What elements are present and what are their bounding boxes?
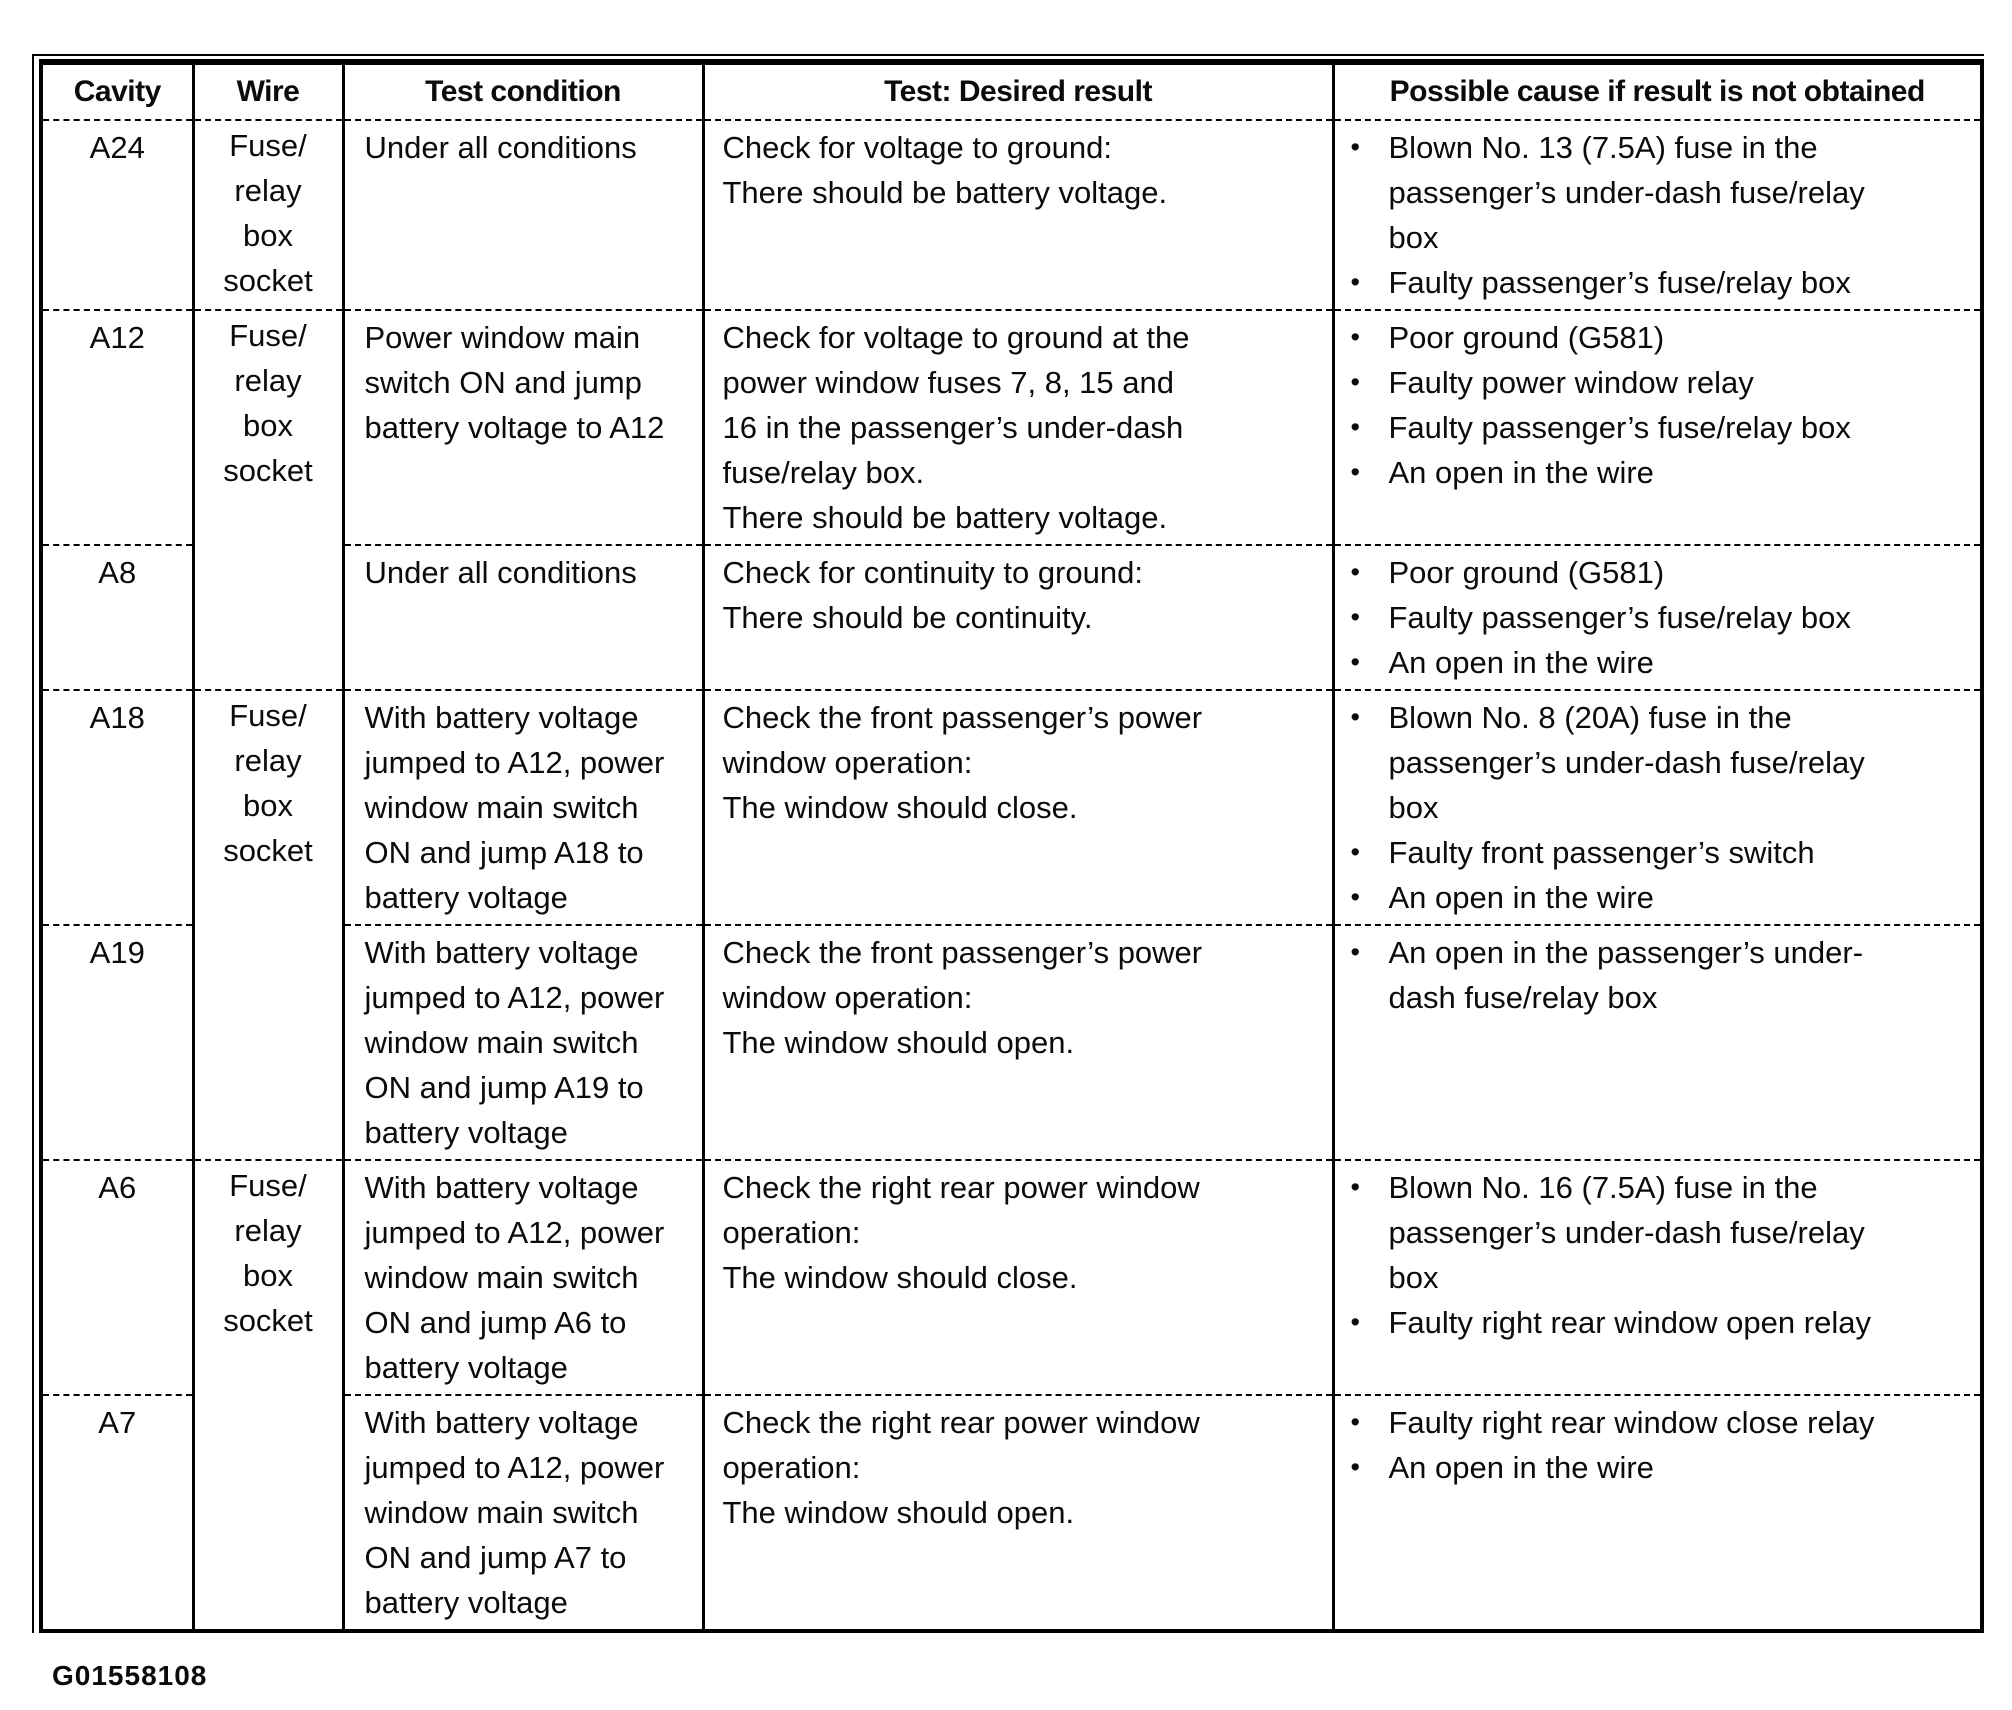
result-expected-text: There should be battery voltage. <box>722 500 1168 535</box>
table-row-a8: A8 Under all conditions Check for contin… <box>39 544 1982 690</box>
desired-result-cell: Check for continuity to ground: There sh… <box>701 544 1333 690</box>
cause-text: Blown No. 13 (7.5A) fuse in the passenge… <box>1388 130 1865 255</box>
cause-item: Poor ground (G581) <box>1351 550 1882 595</box>
test-condition-cell: Power window main switch ON and jump bat… <box>341 309 703 545</box>
col-header-wire: Wire <box>191 62 343 121</box>
table-row-a12: A12 Fuse/ relay box socket Power window … <box>39 309 1982 690</box>
result-expected-text: The window should open. <box>722 1495 1075 1530</box>
cause-item: Faulty passenger’s fuse/relay box <box>1351 260 1882 305</box>
cause-item: An open in the wire <box>1351 875 1882 920</box>
test-condition-cell: With battery voltage jumped to A12, powe… <box>341 689 703 925</box>
cause-text: Poor ground (G581) <box>1388 320 1665 355</box>
cause-text: Faulty passenger’s fuse/relay box <box>1388 265 1851 300</box>
table-row-a6: A6 Fuse/ relay box socket With battery v… <box>39 1159 1982 1631</box>
cause-item: Faulty passenger’s fuse/relay box <box>1351 405 1882 450</box>
desired-result-cell: Check the front passenger’s power window… <box>701 689 1333 925</box>
wire-cell: Fuse/ relay box socket <box>191 1159 343 1631</box>
possible-cause-cell: Poor ground (G581) Faulty power window r… <box>1331 309 1982 545</box>
cause-text: An open in the wire <box>1388 645 1654 680</box>
cause-text: Faulty passenger’s fuse/relay box <box>1388 410 1851 445</box>
desired-result-cell: Check for voltage to ground at the power… <box>701 309 1333 545</box>
cause-text: An open in the wire <box>1388 455 1654 490</box>
result-expected-text: The window should close. <box>722 790 1078 825</box>
wire-cell: Fuse/ relay box socket <box>191 689 343 1160</box>
result-expected-text: The window should close. <box>722 1260 1078 1295</box>
col-header-cavity: Cavity <box>39 62 193 121</box>
cause-text: Faulty right rear window open relay <box>1388 1305 1871 1340</box>
col-header-test-condition: Test condition <box>341 62 703 121</box>
cause-item: Faulty right rear window close relay <box>1351 1400 1882 1445</box>
test-condition-cell: Under all conditions <box>341 544 703 690</box>
possible-cause-cell: Blown No. 13 (7.5A) fuse in the passenge… <box>1331 119 1982 310</box>
cavity-cell: A12 <box>39 309 193 545</box>
test-condition-cell: With battery voltage jumped to A12, powe… <box>341 1159 703 1395</box>
result-check-text: Check for voltage to ground at the power… <box>722 320 1190 490</box>
header-row: Cavity Wire Test condition Test: Desired… <box>39 62 1982 121</box>
test-condition-cell: With battery voltage jumped to A12, powe… <box>341 924 703 1160</box>
cause-item: An open in the wire <box>1351 1445 1882 1490</box>
cause-item: An open in the wire <box>1351 640 1882 685</box>
result-check-text: Check the front passenger’s power window… <box>722 935 1203 1015</box>
table-row-a7: A7 With battery voltage jumped to A12, p… <box>39 1394 1982 1631</box>
result-expected-text: There should be continuity. <box>722 600 1093 635</box>
cause-item: An open in the passenger’s under-dash fu… <box>1351 930 1882 1020</box>
result-check-text: Check for voltage to ground: <box>722 130 1112 165</box>
desired-result-cell: Check for voltage to ground: There shoul… <box>701 119 1333 310</box>
desired-result-cell: Check the right rear power window operat… <box>701 1394 1333 1631</box>
result-check-text: Check for continuity to ground: <box>722 555 1143 590</box>
cause-text: An open in the wire <box>1388 880 1654 915</box>
possible-cause-cell: Poor ground (G581) Faulty passenger’s fu… <box>1331 544 1982 690</box>
cause-text: An open in the passenger’s under-dash fu… <box>1388 935 1864 1015</box>
cause-item: Faulty front passenger’s switch <box>1351 830 1882 875</box>
possible-cause-cell: An open in the passenger’s under-dash fu… <box>1331 924 1982 1160</box>
result-check-text: Check the front passenger’s power window… <box>722 700 1203 780</box>
cause-item: Blown No. 16 (7.5A) fuse in the passenge… <box>1351 1165 1882 1300</box>
cavity-cell: A8 <box>39 544 193 690</box>
result-expected-text: The window should open. <box>722 1025 1075 1060</box>
cause-text: Faulty passenger’s fuse/relay box <box>1388 600 1851 635</box>
possible-cause-cell: Blown No. 16 (7.5A) fuse in the passenge… <box>1331 1159 1982 1395</box>
cause-item: An open in the wire <box>1351 450 1882 495</box>
cause-text: An open in the wire <box>1388 1450 1654 1485</box>
cavity-cell: A18 <box>39 689 193 925</box>
result-expected-text: There should be battery voltage. <box>722 175 1168 210</box>
col-header-desired-result: Test: Desired result <box>701 62 1333 121</box>
test-condition-cell: Under all conditions <box>341 119 703 310</box>
cavity-cell: A24 <box>39 119 193 310</box>
desired-result-cell: Check the front passenger’s power window… <box>701 924 1333 1160</box>
cavity-cell: A6 <box>39 1159 193 1395</box>
cause-text: Faulty front passenger’s switch <box>1388 835 1815 870</box>
wire-cell: Fuse/ relay box socket <box>191 309 343 690</box>
cause-item: Faulty passenger’s fuse/relay box <box>1351 595 1882 640</box>
table-row-a18: A18 Fuse/ relay box socket With battery … <box>39 689 1982 1160</box>
test-condition-cell: With battery voltage jumped to A12, powe… <box>341 1394 703 1631</box>
cause-text: Faulty power window relay <box>1388 365 1754 400</box>
cause-item: Faulty right rear window open relay <box>1351 1300 1882 1345</box>
table-row-a24: A24 Fuse/ relay box socket Under all con… <box>39 119 1982 310</box>
cause-item: Poor ground (G581) <box>1351 315 1882 360</box>
possible-cause-cell: Blown No. 8 (20A) fuse in the passenger’… <box>1331 689 1982 925</box>
cause-item: Blown No. 13 (7.5A) fuse in the passenge… <box>1351 125 1882 260</box>
cause-text: Poor ground (G581) <box>1388 555 1665 590</box>
cause-text: Faulty right rear window close relay <box>1388 1405 1875 1440</box>
troubleshooting-table: Cavity Wire Test condition Test: Desired… <box>39 59 1984 1633</box>
table-outer-frame: Cavity Wire Test condition Test: Desired… <box>32 54 1984 1633</box>
figure-id: G01558108 <box>52 1660 208 1691</box>
table-row-a19: A19 With battery voltage jumped to A12, … <box>39 924 1982 1160</box>
possible-cause-cell: Faulty right rear window close relay An … <box>1331 1394 1982 1631</box>
col-header-possible-cause: Possible cause if result is not obtained <box>1331 62 1982 121</box>
cause-item: Faulty power window relay <box>1351 360 1882 405</box>
result-check-text: Check the right rear power window operat… <box>722 1170 1200 1250</box>
cause-text: Blown No. 16 (7.5A) fuse in the passenge… <box>1388 1170 1865 1295</box>
cavity-cell: A19 <box>39 924 193 1160</box>
desired-result-cell: Check the right rear power window operat… <box>701 1159 1333 1395</box>
result-check-text: Check the right rear power window operat… <box>722 1405 1200 1485</box>
wire-cell: Fuse/ relay box socket <box>191 119 343 310</box>
cavity-cell: A7 <box>39 1394 193 1631</box>
cause-item: Blown No. 8 (20A) fuse in the passenger’… <box>1351 695 1882 830</box>
cause-text: Blown No. 8 (20A) fuse in the passenger’… <box>1388 700 1865 825</box>
